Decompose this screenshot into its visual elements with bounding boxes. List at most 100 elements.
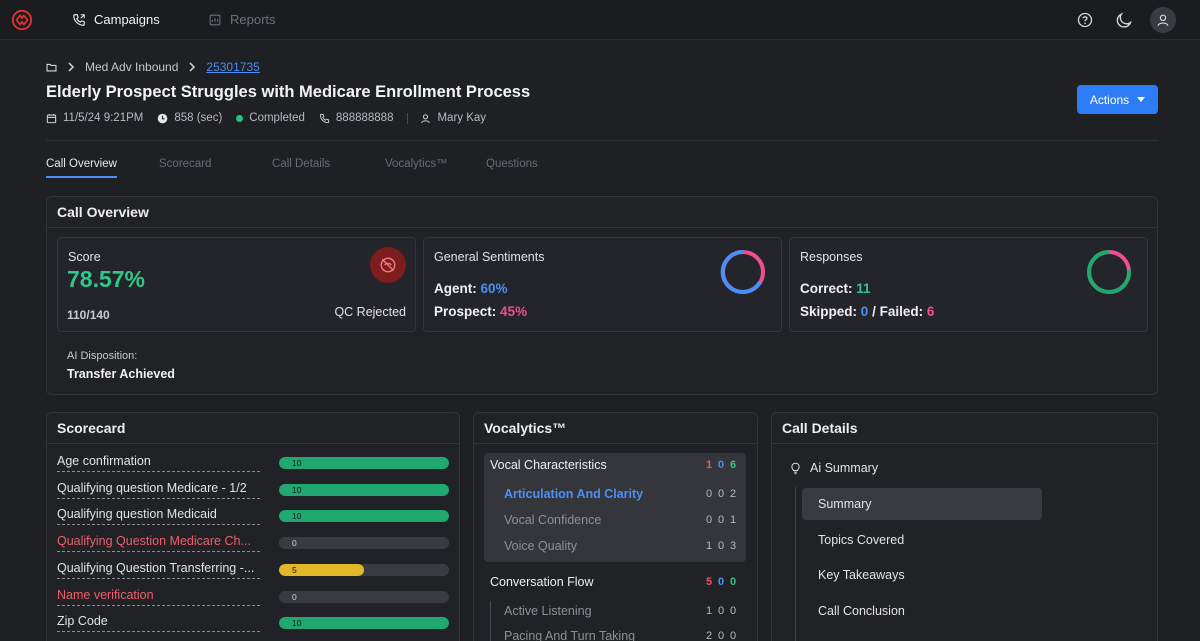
- scorecard-panel: Scorecard Age confirmation 10 Qualifying q…: [46, 412, 460, 641]
- scorecard-item-name[interactable]: Zip Code: [57, 614, 260, 633]
- call-duration-value: 858 (sec): [174, 112, 223, 124]
- nav-reports[interactable]: Reports: [208, 12, 276, 27]
- scorecard-item-name[interactable]: Qualifying Question Transferring -...: [57, 561, 260, 579]
- score-bar-value: 10: [292, 484, 302, 495]
- qc-status: QC Rejected: [334, 305, 406, 319]
- call-details-item[interactable]: Key Takeaways: [818, 568, 905, 582]
- scorecard-item-name[interactable]: Qualifying question Medicaid: [57, 507, 260, 526]
- call-meta: 11/5/24 9:21PM 858 (sec) Completed 88888…: [46, 112, 500, 124]
- tab-call-overview[interactable]: Call Overview: [46, 158, 117, 178]
- scorecard-row[interactable]: Age confirmation 10: [57, 454, 449, 480]
- ai-summary-section[interactable]: Ai Summary: [790, 461, 878, 475]
- status-dot: [236, 114, 244, 122]
- score-bar: 0: [279, 537, 449, 550]
- tab-scorecard[interactable]: Scorecard: [159, 158, 212, 170]
- score-bar: 5: [279, 563, 449, 576]
- scorecard-row[interactable]: Qualifying Question Transferring -... 5: [57, 561, 449, 587]
- lightbulb-icon: [791, 462, 800, 474]
- count-value: 0: [729, 605, 737, 617]
- count-value: 1: [705, 459, 713, 471]
- tab-vocalytics[interactable]: Vocalytics™: [385, 158, 448, 170]
- call-agent: Mary Kay: [420, 112, 486, 124]
- score-bar: 0: [279, 590, 449, 603]
- vocalytics-item[interactable]: Voice Quality: [504, 539, 577, 553]
- call-datetime: 11/5/24 9:21PM: [46, 112, 143, 124]
- score-bar-value: 10: [292, 458, 302, 468]
- prospect-sentiment-label: Prospect:: [434, 304, 497, 319]
- count-value: 2: [729, 488, 737, 500]
- scorecard-row[interactable]: Qualifying Question Medicare Ch... 0: [57, 534, 449, 560]
- breadcrumb-parent[interactable]: Med Adv Inbound: [85, 60, 179, 74]
- vocal-characteristics-group[interactable]: [484, 453, 746, 562]
- vocalytics-group-name[interactable]: Vocal Characteristics: [490, 458, 607, 472]
- vocalytics-group-name[interactable]: Conversation Flow: [490, 575, 594, 589]
- count-value: 1: [705, 540, 713, 552]
- scorecard-row[interactable]: Name verification 0: [57, 588, 449, 614]
- vocalytics-item[interactable]: Vocal Confidence: [504, 513, 602, 527]
- call-details-item[interactable]: Topics Covered: [818, 532, 905, 547]
- count-value: 0: [717, 514, 725, 526]
- actions-button[interactable]: Actions: [1077, 85, 1158, 114]
- count-value: 0: [705, 488, 713, 500]
- score-bar-value: 10: [292, 618, 302, 629]
- breadcrumb-current-link[interactable]: 25301735: [206, 60, 260, 74]
- call-details-item[interactable]: Call Conclusion: [818, 603, 905, 618]
- phone-icon: [73, 13, 85, 26]
- folder-icon[interactable]: [46, 62, 57, 73]
- nav-reports-label: Reports: [230, 12, 276, 27]
- skipped-failed-responses: Skipped: 0 / Failed: 6: [800, 304, 934, 319]
- tab-questions[interactable]: Questions: [486, 158, 538, 170]
- vocalytics-item[interactable]: Articulation And Clarity: [504, 487, 644, 501]
- scorecard-row[interactable]: Qualifying question Medicare - 1/2 10: [57, 481, 449, 507]
- breadcrumb: Med Adv Inbound 25301735: [46, 60, 260, 74]
- score-label: Score: [68, 250, 101, 264]
- count-value: 0: [717, 630, 725, 641]
- responses-ring-chart: [1087, 250, 1132, 294]
- call-duration: 858 (sec): [157, 112, 222, 124]
- scorecard-item-name[interactable]: Age confirmation: [57, 454, 260, 472]
- count-value: 3: [729, 540, 737, 552]
- scorecard-item-name[interactable]: Qualifying question Medicare - 1/2: [57, 481, 260, 499]
- responses-card: Responses Correct: 11 Skipped: 0 / Faile…: [789, 237, 1148, 332]
- count-value: 0: [729, 630, 737, 641]
- tab-call-details[interactable]: Call Details: [272, 158, 331, 170]
- brand-logo-icon[interactable]: [11, 9, 33, 31]
- user-avatar[interactable]: [1150, 7, 1176, 33]
- user-icon: [421, 113, 431, 123]
- prospect-sentiment: Prospect: 45%: [434, 304, 527, 319]
- nav-campaigns[interactable]: Campaigns: [72, 12, 160, 27]
- scorecard-row[interactable]: Qualifying question Medicaid 10: [57, 507, 449, 533]
- vocalytics-panel: Vocalytics™ Vocal Characteristics 1 0 6 Arti…: [473, 412, 758, 641]
- clock-icon: [158, 113, 168, 123]
- call-datetime-value: 11/5/24 9:21PM: [63, 112, 144, 124]
- agent-sentiment-value: 60%: [480, 281, 508, 296]
- count-value: 0: [717, 488, 725, 500]
- call-details-item[interactable]: Summary: [802, 488, 1042, 520]
- failed-label: Failed:: [879, 304, 924, 319]
- count-value: 6: [729, 459, 737, 471]
- help-icon[interactable]: [1074, 9, 1096, 31]
- theme-toggle-icon[interactable]: [1112, 9, 1134, 31]
- scorecard-item-name[interactable]: Name verification: [57, 588, 260, 606]
- vocalytics-item[interactable]: Pacing And Turn Taking: [504, 629, 636, 641]
- agent-sentiment: Agent: 60%: [434, 281, 508, 296]
- qc-rejected-badge: [370, 247, 406, 283]
- scorecard-item-name[interactable]: Qualifying Question Medicare Ch...: [57, 534, 260, 553]
- caret-down-icon: [1137, 97, 1146, 102]
- vocalytics-item[interactable]: Active Listening: [504, 604, 592, 618]
- score-bar-value: 0: [292, 591, 297, 602]
- nav-campaigns-label: Campaigns: [94, 12, 160, 27]
- count-value: 1: [729, 514, 737, 526]
- score-fraction: 110/140: [67, 308, 110, 322]
- page-title: Elderly Prospect Struggles with Medicare…: [46, 83, 531, 101]
- chevron-right-icon: [189, 62, 196, 72]
- count-value: 0: [717, 540, 725, 552]
- responses-label: Responses: [800, 250, 863, 264]
- scorecard-row[interactable]: Zip Code 10: [57, 614, 449, 640]
- skipped-value: 0: [860, 304, 869, 319]
